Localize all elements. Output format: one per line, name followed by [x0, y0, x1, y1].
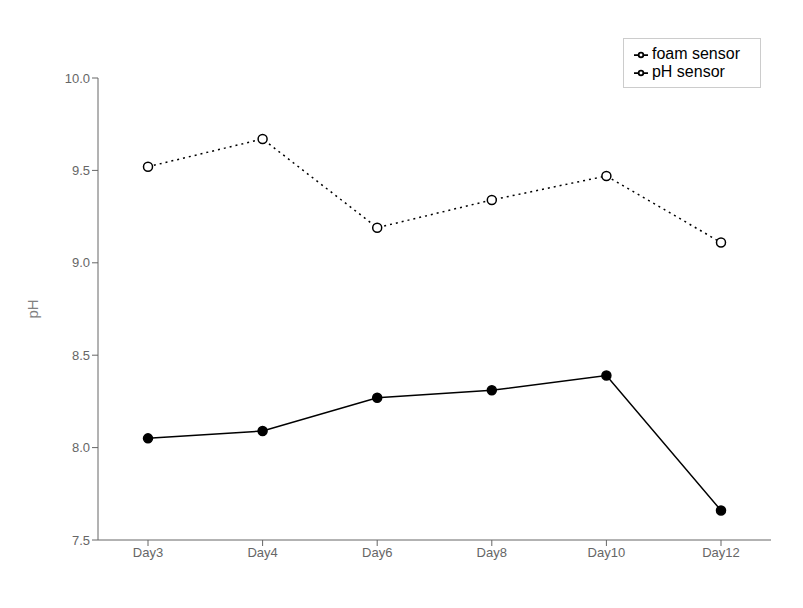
html-text:pH sensor: pH sensor [652, 63, 725, 80]
svg-text:10.0: 10.0 [65, 71, 90, 86]
svg-text:Day8: Day8 [477, 545, 507, 560]
svg-text:9.0: 9.0 [72, 255, 90, 270]
svg-text:Day12: Day12 [702, 545, 740, 560]
svg-text:Day10: Day10 [588, 545, 626, 560]
svg-text:8.5: 8.5 [72, 348, 90, 363]
svg-text:8.0: 8.0 [72, 440, 90, 455]
svg-text:7.5: 7.5 [72, 533, 90, 548]
svg-text:pH: pH [24, 299, 41, 318]
svg-text:Day4: Day4 [247, 545, 277, 560]
svg-text:Day6: Day6 [362, 545, 392, 560]
svg-text:Day3: Day3 [133, 545, 163, 560]
html-text:foam sensor: foam sensor [652, 45, 740, 62]
svg-text:9.5: 9.5 [72, 163, 90, 178]
